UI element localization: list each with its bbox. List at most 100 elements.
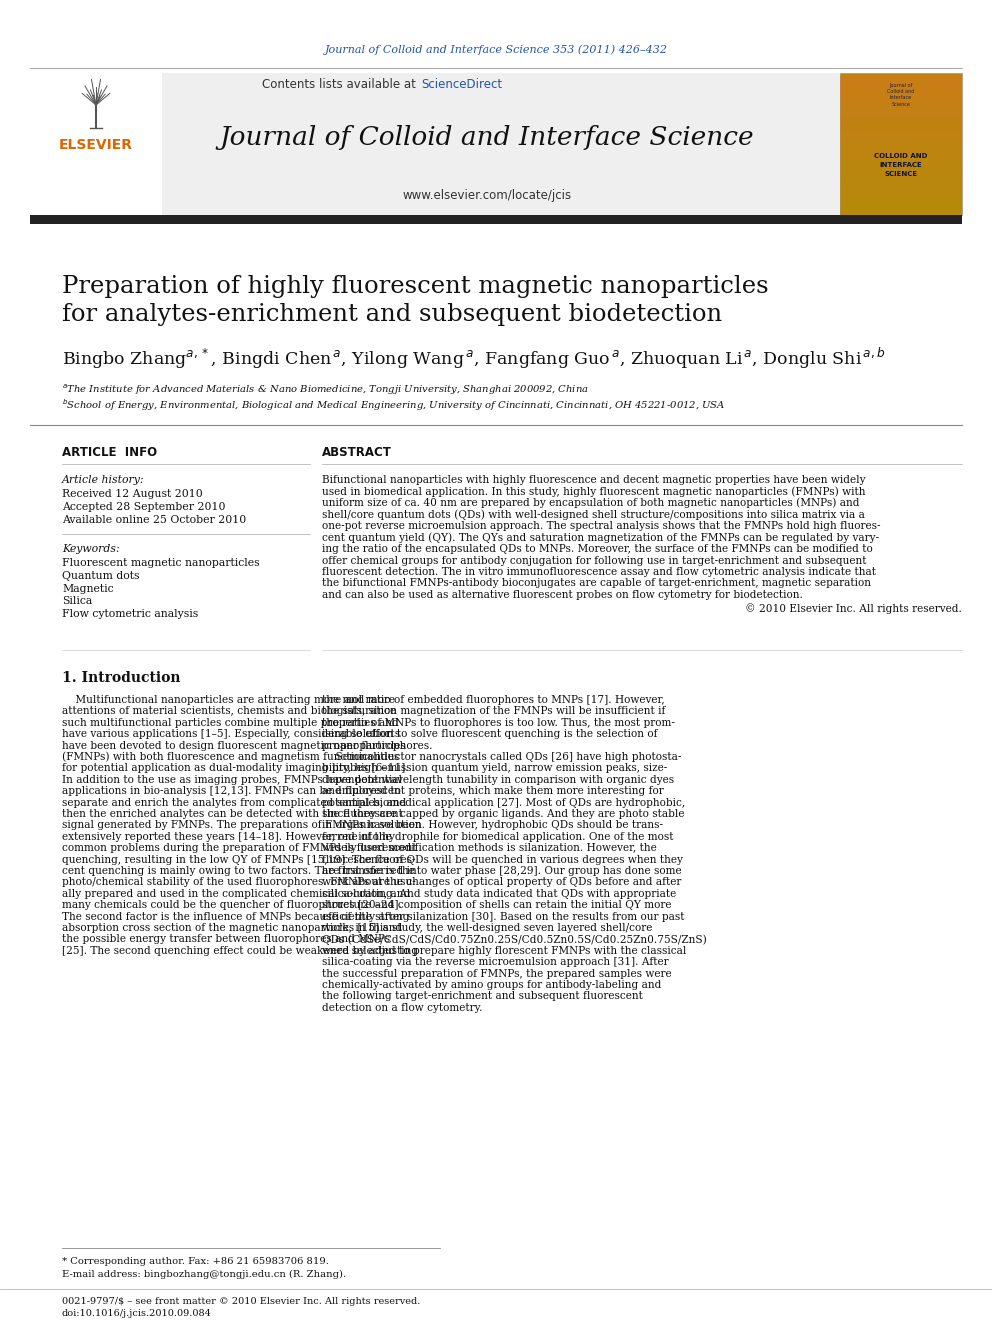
Text: Journal of Colloid and Interface Science: Journal of Colloid and Interface Science <box>219 126 754 151</box>
Text: proper fluorophores.: proper fluorophores. <box>322 741 433 750</box>
Bar <box>840 173 962 187</box>
Text: Preparation of highly fluorescent magnetic nanoparticles: Preparation of highly fluorescent magnet… <box>62 274 769 298</box>
Text: the possible energy transfer between fluorophores and MNPs: the possible energy transfer between flu… <box>62 934 390 945</box>
Text: the bifunctional FMNPs-antibody bioconjugates are capable of target-enrichment, : the bifunctional FMNPs-antibody bioconju… <box>322 578 871 589</box>
Text: the saturation magnetization of the FMNPs will be insufficient if: the saturation magnetization of the FMNP… <box>322 706 666 716</box>
Bar <box>840 103 962 116</box>
Bar <box>840 159 962 173</box>
Text: doi:10.1016/j.jcis.2010.09.084: doi:10.1016/j.jcis.2010.09.084 <box>62 1310 212 1319</box>
Text: used in biomedical application. In this study, highly fluorescent magnetic nanop: used in biomedical application. In this … <box>322 487 865 496</box>
Text: the successful preparation of FMNPs, the prepared samples were: the successful preparation of FMNPs, the… <box>322 968 672 979</box>
Text: cent quenching is mainly owing to two factors. The first one is the: cent quenching is mainly owing to two fa… <box>62 867 415 876</box>
Text: bility, high emission quantum yield, narrow emission peaks, size-: bility, high emission quantum yield, nar… <box>322 763 668 774</box>
Text: © 2010 Elsevier Inc. All rights reserved.: © 2010 Elsevier Inc. All rights reserved… <box>745 603 962 614</box>
Text: fluorescence of QDs will be quenched in various degrees when they: fluorescence of QDs will be quenched in … <box>322 855 682 865</box>
Text: one-pot reverse microemulsion approach. The spectral analysis shows that the FMN: one-pot reverse microemulsion approach. … <box>322 521 881 531</box>
Text: extensively reported these years [14–18]. However, one of the: extensively reported these years [14–18]… <box>62 832 392 841</box>
Text: then the enriched analytes can be detected with the fluorescent: then the enriched analytes can be detect… <box>62 808 403 819</box>
Text: $^{a}$The Institute for Advanced Materials & Nano Biomedicine, Tongji University: $^{a}$The Institute for Advanced Materia… <box>62 382 589 397</box>
Bar <box>840 89 962 103</box>
Text: ising solution to solve fluorescent quenching is the selection of: ising solution to solve fluorescent quen… <box>322 729 658 740</box>
Text: have been devoted to design fluorescent magnetic nanoparticles: have been devoted to design fluorescent … <box>62 741 406 750</box>
Text: photo/chemical stability of the used fluorophores. FMNPs are usu-: photo/chemical stability of the used flu… <box>62 877 416 888</box>
Text: ally prepared and used in the complicated chemical solution, and: ally prepared and used in the complicate… <box>62 889 411 898</box>
Text: applications in bio-analysis [12,13]. FMNPs can be employed to: applications in bio-analysis [12,13]. FM… <box>62 786 401 796</box>
Text: Bifunctional nanoparticles with highly fluorescence and decent magnetic properti: Bifunctional nanoparticles with highly f… <box>322 475 865 486</box>
Text: ABSTRACT: ABSTRACT <box>322 446 392 459</box>
Text: offer chemical groups for antibody conjugation for following use in target-enric: offer chemical groups for antibody conju… <box>322 556 866 565</box>
Text: Silica: Silica <box>62 597 92 606</box>
Text: in organic solution. However, hydrophobic QDs should be trans-: in organic solution. However, hydrophobi… <box>322 820 663 831</box>
Text: Flow cytometric analysis: Flow cytometric analysis <box>62 609 198 619</box>
Text: Received 12 August 2010: Received 12 August 2010 <box>62 490 202 499</box>
Text: ScienceDirect: ScienceDirect <box>421 78 502 90</box>
Text: separate and enrich the analytes from complicated samples, and: separate and enrich the analytes from co… <box>62 798 407 807</box>
Text: cent quantum yield (QY). The QYs and saturation magnetization of the FMNPs can b: cent quantum yield (QY). The QYs and sat… <box>322 532 879 542</box>
Text: ferred into hydrophile for biomedical application. One of the most: ferred into hydrophile for biomedical ap… <box>322 832 674 841</box>
Text: are transferred into water phase [28,29]. Our group has done some: are transferred into water phase [28,29]… <box>322 867 682 876</box>
Text: Keywords:: Keywords: <box>62 544 120 554</box>
Text: attentions of material scientists, chemists and biologists, since: attentions of material scientists, chemi… <box>62 706 396 716</box>
Text: Bingbo Zhang$^{a,*}$, Bingdi Chen$^{\,a}$, Yilong Wang$^{\,a}$, Fangfang Guo$^{\: Bingbo Zhang$^{a,*}$, Bingdi Chen$^{\,a}… <box>62 345 886 370</box>
Text: widely used modification methods is silanization. However, the: widely used modification methods is sila… <box>322 843 657 853</box>
Text: E-mail address: bingbozhang@tongji.edu.cn (R. Zhang).: E-mail address: bingbozhang@tongji.edu.c… <box>62 1270 346 1278</box>
Text: silica-coating via the reverse microemulsion approach [31]. After: silica-coating via the reverse microemul… <box>322 958 669 967</box>
Text: Contents lists available at: Contents lists available at <box>262 78 420 90</box>
Text: efficiently after silanization [30]. Based on the results from our past: efficiently after silanization [30]. Bas… <box>322 912 684 922</box>
Bar <box>840 146 962 159</box>
Text: $^{b}$School of Energy, Environmental, Biological and Medical Engineering, Unive: $^{b}$School of Energy, Environmental, B… <box>62 397 725 413</box>
Text: uniform size of ca. 40 nm are prepared by encapsulation of both magnetic nanopar: uniform size of ca. 40 nm are prepared b… <box>322 497 859 508</box>
Text: for potential application as dual-modality imaging probes [6–11].: for potential application as dual-modali… <box>62 763 409 774</box>
Text: the ratio of MNPs to fluorophores is too low. Thus, the most prom-: the ratio of MNPs to fluorophores is too… <box>322 718 675 728</box>
Text: and can also be used as alternative fluorescent probes on flow cytometry for bio: and can also be used as alternative fluo… <box>322 590 803 601</box>
Text: and fluorescent proteins, which make them more interesting for: and fluorescent proteins, which make the… <box>322 786 664 796</box>
Bar <box>840 116 962 131</box>
Bar <box>840 201 962 216</box>
Text: ARTICLE  INFO: ARTICLE INFO <box>62 446 157 459</box>
Bar <box>30 216 962 224</box>
Text: * Corresponding author. Fax: +86 21 65983706 819.: * Corresponding author. Fax: +86 21 6598… <box>62 1257 329 1266</box>
Text: for analytes-enrichment and subsequent biodetection: for analytes-enrichment and subsequent b… <box>62 303 722 327</box>
Bar <box>30 73 162 216</box>
Text: such multifunctional particles combine multiple properties and: such multifunctional particles combine m… <box>62 718 399 728</box>
Text: the following target-enrichment and subsequent fluorescent: the following target-enrichment and subs… <box>322 991 643 1002</box>
Text: work, in this study, the well-designed seven layered shell/core: work, in this study, the well-designed s… <box>322 923 653 933</box>
Text: signal generated by FMNPs. The preparations of FMNPs have been: signal generated by FMNPs. The preparati… <box>62 820 422 831</box>
Text: work about the changes of optical property of QDs before and after: work about the changes of optical proper… <box>322 877 682 888</box>
Text: potential biomedical application [27]. Most of QDs are hydrophobic,: potential biomedical application [27]. M… <box>322 798 685 807</box>
Text: fluorescent detection. The in vitro immunofluorescence assay and flow cytometric: fluorescent detection. The in vitro immu… <box>322 568 876 577</box>
Text: chemically-activated by amino groups for antibody-labeling and: chemically-activated by amino groups for… <box>322 980 662 990</box>
Text: structure and composition of shells can retain the initial QY more: structure and composition of shells can … <box>322 900 672 910</box>
Bar <box>30 73 962 216</box>
Text: many chemicals could be the quencher of fluorophores [20–24].: many chemicals could be the quencher of … <box>62 900 402 910</box>
Text: Journal of Colloid and Interface Science 353 (2011) 426–432: Journal of Colloid and Interface Science… <box>324 45 668 56</box>
Text: were selected to prepare highly florescent FMNPs with the classical: were selected to prepare highly floresce… <box>322 946 686 955</box>
Text: ing the ratio of the encapsulated QDs to MNPs. Moreover, the surface of the FMNP: ing the ratio of the encapsulated QDs to… <box>322 544 873 554</box>
Text: The second factor is the influence of MNPs because of the strong: The second factor is the influence of MN… <box>62 912 410 922</box>
Text: Multifunctional nanoparticles are attracting more and more: Multifunctional nanoparticles are attrac… <box>62 695 395 705</box>
Text: Accepted 28 September 2010: Accepted 28 September 2010 <box>62 501 225 512</box>
Text: Semiconductor nanocrystals called QDs [26] have high photosta-: Semiconductor nanocrystals called QDs [2… <box>322 751 682 762</box>
Text: Available online 25 October 2010: Available online 25 October 2010 <box>62 515 246 525</box>
Text: absorption cross section of the magnetic nanoparticles [15] and: absorption cross section of the magnetic… <box>62 923 402 933</box>
Text: shell/core quantum dots (QDs) with well-designed shell structure/compositions in: shell/core quantum dots (QDs) with well-… <box>322 509 865 520</box>
Text: COLLOID AND
INTERFACE
SCIENCE: COLLOID AND INTERFACE SCIENCE <box>874 153 928 176</box>
Text: [25]. The second quenching effect could be weakened by adjusting: [25]. The second quenching effect could … <box>62 946 418 955</box>
Text: Article history:: Article history: <box>62 475 145 486</box>
Bar <box>840 131 962 146</box>
Text: dependent wavelength tunability in comparison with organic dyes: dependent wavelength tunability in compa… <box>322 775 675 785</box>
Text: silica-coating. And study data indicated that QDs with appropriate: silica-coating. And study data indicated… <box>322 889 677 898</box>
Text: QDs (CdSe/CdS/CdS/Cd0.75Zn0.25S/Cd0.5Zn0.5S/Cd0.25Zn0.75S/ZnS): QDs (CdSe/CdS/CdS/Cd0.75Zn0.25S/Cd0.5Zn0… <box>322 934 706 945</box>
Text: quenching, resulting in the low QY of FMNPs [15,19]. The fluores-: quenching, resulting in the low QY of FM… <box>62 855 416 865</box>
Text: www.elsevier.com/locate/jcis: www.elsevier.com/locate/jcis <box>403 189 571 202</box>
Text: Fluorescent magnetic nanoparticles: Fluorescent magnetic nanoparticles <box>62 558 260 568</box>
Text: 0021-9797/$ – see front matter © 2010 Elsevier Inc. All rights reserved.: 0021-9797/$ – see front matter © 2010 El… <box>62 1298 421 1307</box>
Text: 1. Introduction: 1. Introduction <box>62 671 181 685</box>
Text: Quantum dots: Quantum dots <box>62 570 140 581</box>
Bar <box>840 73 962 216</box>
Text: ELSEVIER: ELSEVIER <box>59 138 133 152</box>
Text: Magnetic: Magnetic <box>62 583 114 594</box>
Bar <box>840 187 962 201</box>
Bar <box>840 75 962 89</box>
Text: common problems during the preparation of FMNPs is fluorescent: common problems during the preparation o… <box>62 843 417 853</box>
